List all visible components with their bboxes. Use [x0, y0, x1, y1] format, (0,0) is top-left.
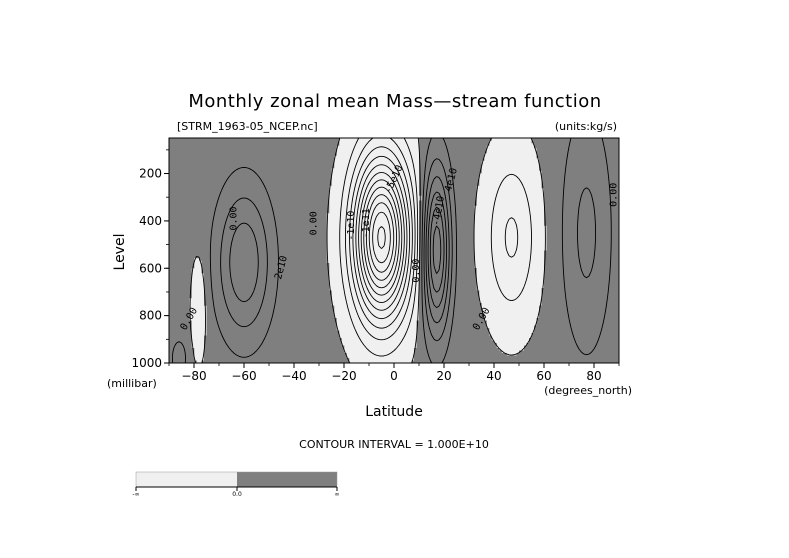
contour-neg-7	[360, 179, 403, 296]
colorbar-label-min: -∞	[132, 491, 139, 498]
x-axis: −80 −60 −40 −20 0 20 40 60 80	[168, 363, 620, 383]
contour-label: 0.00	[309, 211, 320, 235]
y-tick-label: 600	[139, 261, 162, 275]
contour-neg-9	[365, 194, 398, 281]
y-tick-label: 400	[139, 214, 162, 228]
x-tick-label: −40	[281, 369, 306, 383]
y-tick-label: 800	[139, 309, 162, 323]
x-tick-label: 20	[436, 369, 451, 383]
contour-neg-8	[363, 186, 400, 289]
colorbar-negative	[136, 472, 237, 487]
negative-region	[189, 138, 547, 363]
file-label: [STRM_1963-05_NCEP.nc]	[177, 120, 318, 133]
positive-region	[169, 138, 619, 363]
x-tick-label: 0	[390, 369, 398, 383]
y-tick-label: 1000	[131, 356, 162, 370]
colorbar-positive	[237, 472, 337, 487]
contour-neg-1	[339, 138, 532, 357]
plot-area	[169, 138, 619, 363]
contour-neg-3	[349, 146, 413, 329]
contour-neg-6	[358, 171, 405, 303]
contour-label: -4e10	[431, 195, 447, 227]
contour-pos-1	[171, 138, 612, 363]
contour-neg-11	[372, 211, 391, 264]
x-axis-label: Latitude	[365, 404, 423, 420]
units-label: (units:kg/s)	[555, 120, 617, 133]
contour-pos-4	[427, 191, 448, 308]
contour-label: 0.00	[411, 259, 422, 283]
contour-label: 0.00	[229, 206, 240, 230]
x-tick-label: −20	[331, 369, 356, 383]
contour-neg-12	[377, 226, 386, 249]
contour-neg-4	[352, 155, 411, 320]
colorbar-label-zero: 0.0	[232, 491, 242, 498]
contour-neg-5	[355, 164, 408, 311]
contour-label: -1e11	[361, 208, 372, 238]
y-tick-label: 200	[139, 167, 162, 181]
contour-pos-5	[429, 206, 445, 293]
colorbar-label-max: ∞	[335, 491, 340, 498]
contour-interval: CONTOUR INTERVAL = 1.000E+10	[299, 438, 489, 451]
y-axis-label: Level	[112, 234, 128, 271]
x-tick-label: 60	[536, 369, 551, 383]
contour-neg-10	[368, 202, 395, 273]
x-axis-units: (degrees_north)	[544, 384, 632, 397]
x-tick-label: 80	[586, 369, 601, 383]
chart-title: Monthly zonal mean Mass—stream function	[188, 91, 601, 112]
contour-pos-2	[220, 158, 597, 342]
contour-label: -1e10	[346, 211, 357, 241]
colorbar: -∞ 0.0 ∞	[132, 471, 340, 498]
y-axis: 200 400 600 800 1000	[131, 149, 169, 370]
contour-pos-6	[432, 225, 442, 274]
x-tick-label: −80	[181, 369, 206, 383]
contour-lines	[171, 138, 612, 363]
x-tick-label: 40	[486, 369, 501, 383]
contour-zero-0	[189, 138, 546, 363]
contour-pos-3	[229, 176, 450, 324]
x-tick-label: −60	[231, 369, 256, 383]
y-axis-units: (millibar)	[107, 377, 157, 390]
contour-neg-2	[344, 138, 519, 341]
contour-label: 0.00	[609, 183, 620, 207]
